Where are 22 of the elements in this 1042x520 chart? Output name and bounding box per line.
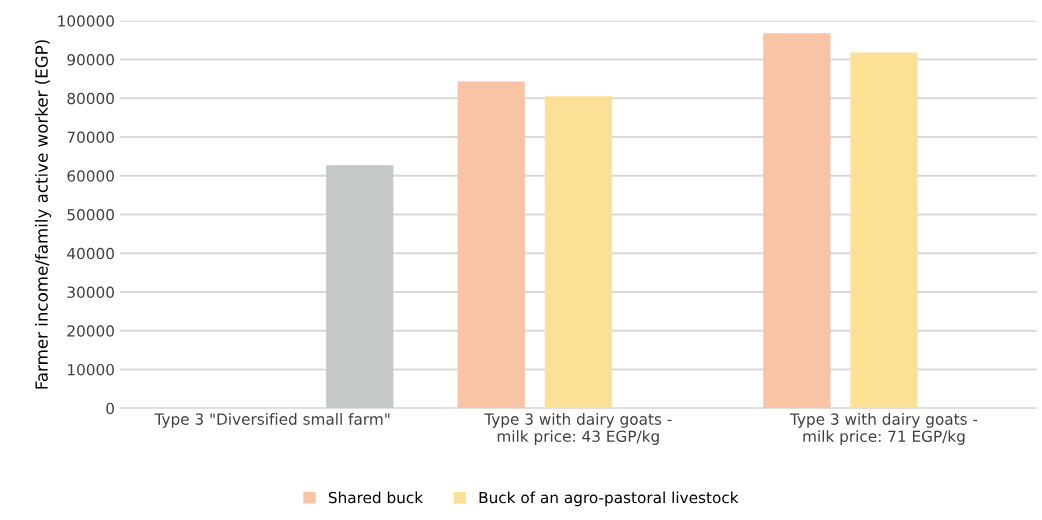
legend-label: Shared buck [328,491,424,504]
y-tick-label: 70000 [67,131,114,144]
y-tick-label: 80000 [67,92,114,105]
y-tick-label: 0 [106,402,114,415]
y-tick-label: 20000 [67,325,114,337]
x-tick-label: Type 3 with dairy goats - milk price: 43 EGP/kg [484,413,672,445]
y-tick-label: 40000 [67,247,114,260]
y-tick-label: 30000 [67,286,114,298]
y-tick-label: 60000 [67,170,114,182]
bar [763,33,831,409]
y-axis-title: Farmer income/family active worker (EGP) [34,40,52,389]
x-tick-label: Type 3 "Diversified small farm" [154,413,390,428]
bar [457,81,525,409]
legend-label: Buck of an agro-pastoral livestock [479,491,739,507]
bar [326,165,394,409]
bar [544,96,612,409]
bar [850,52,918,409]
y-tick-label: 10000 [68,363,114,376]
y-tick-label: 50000 [67,208,114,221]
y-tick-label: 100000 [58,15,114,27]
y-tick-label: 90000 [67,54,114,66]
x-tick-label: Type 3 with dairy goats - milk price: 71 EGP/kg [789,413,978,445]
